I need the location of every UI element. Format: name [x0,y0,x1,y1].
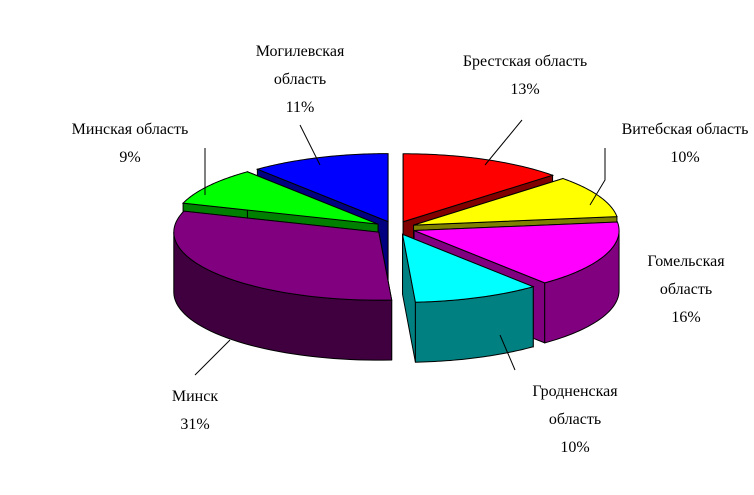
slice-top [402,153,555,223]
slice-top [255,153,389,223]
slice-label: Минская область 9% [55,116,205,172]
slice-top [173,210,393,301]
value-label: 16% [671,309,701,326]
value-label: 10% [670,149,700,166]
slice [173,210,393,361]
leader-line [484,119,523,166]
leader-line [499,334,516,371]
slice-label: Витебская область 10% [605,116,754,172]
slice-label: Гомельская область 16% [640,248,732,332]
category-label: Могилевская область [255,43,345,88]
slice-top [181,171,379,225]
slice-top [413,178,618,226]
slice-top [401,233,535,303]
value-label: 31% [180,416,210,433]
slice-label: Могилевская область 11% [235,38,365,122]
category-label: Гродненская область [532,383,618,428]
slice-label: Брестская область 13% [445,48,605,104]
leader-line [194,339,231,376]
category-label: Витебская область [621,121,749,138]
slice-label: Гродненская область 10% [515,378,635,462]
category-label: Минск [171,388,219,405]
value-label: 9% [119,149,141,166]
category-label: Брестская область [462,53,588,70]
leader-line [299,124,321,166]
slice-top [413,221,620,284]
category-label: Минская область [71,121,189,138]
category-label: Гомельская область [647,253,725,298]
leader-line [589,148,606,206]
value-label: 13% [510,81,540,98]
slice-label: Минск 31% [150,383,240,439]
slice [401,233,535,363]
value-label: 11% [285,99,315,116]
value-label: 10% [560,439,590,456]
